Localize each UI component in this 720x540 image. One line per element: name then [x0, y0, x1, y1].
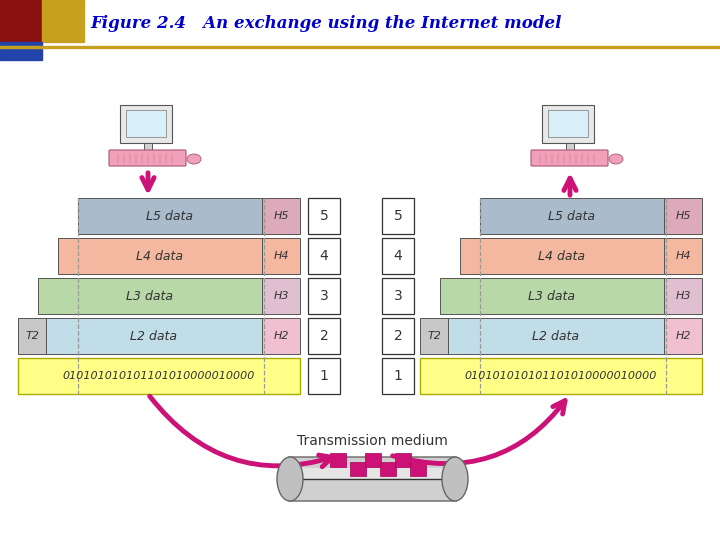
Ellipse shape	[609, 154, 623, 164]
Bar	[382, 358, 414, 394]
Text: L2 data: L2 data	[533, 329, 580, 342]
FancyBboxPatch shape	[287, 457, 458, 501]
Text: H3: H3	[274, 291, 289, 301]
Bar	[410, 462, 426, 476]
Bar	[262, 198, 300, 234]
Text: H4: H4	[675, 251, 690, 261]
Text: Transmission medium: Transmission medium	[297, 434, 448, 448]
Bar	[440, 278, 664, 314]
Text: L4 data: L4 data	[539, 249, 585, 262]
Bar	[664, 318, 702, 354]
Text: 1: 1	[394, 369, 402, 383]
Text: L3 data: L3 data	[528, 289, 575, 302]
Text: 010101010101101010000010000: 010101010101101010000010000	[465, 371, 657, 381]
Bar	[382, 238, 414, 274]
Bar	[664, 238, 702, 274]
Text: Figure 2.4   An exchange using the Internet model: Figure 2.4 An exchange using the Interne…	[90, 16, 562, 32]
Text: 010101010101101010000010000: 010101010101101010000010000	[63, 371, 255, 381]
Bar	[126, 110, 166, 137]
Bar	[395, 453, 411, 467]
Bar	[262, 238, 300, 274]
Text: 2: 2	[394, 329, 402, 343]
Text: 3: 3	[394, 289, 402, 303]
Bar	[0, 42, 42, 60]
Bar	[460, 238, 664, 274]
Text: L2 data: L2 data	[130, 329, 178, 342]
Bar	[290, 468, 455, 479]
Bar	[542, 105, 594, 143]
FancyBboxPatch shape	[109, 150, 186, 166]
Text: H5: H5	[675, 211, 690, 221]
Bar	[0, 46, 720, 48]
Text: 2: 2	[320, 329, 328, 343]
Bar	[308, 278, 340, 314]
Text: H5: H5	[274, 211, 289, 221]
Bar	[365, 453, 381, 467]
Text: T2: T2	[427, 331, 441, 341]
Text: 3: 3	[320, 289, 328, 303]
Bar	[38, 278, 262, 314]
Bar	[350, 462, 366, 476]
Bar	[664, 198, 702, 234]
Bar	[42, 0, 84, 42]
Bar	[382, 198, 414, 234]
Bar	[46, 318, 262, 354]
Bar	[308, 238, 340, 274]
Bar	[78, 198, 262, 234]
Text: 4: 4	[394, 249, 402, 263]
Ellipse shape	[187, 154, 201, 164]
Bar	[330, 453, 346, 467]
Text: 4: 4	[320, 249, 328, 263]
Text: L3 data: L3 data	[127, 289, 174, 302]
Bar	[18, 358, 300, 394]
Bar	[308, 358, 340, 394]
Text: H2: H2	[675, 331, 690, 341]
Bar	[262, 318, 300, 354]
Bar	[308, 198, 340, 234]
Text: T2: T2	[25, 331, 39, 341]
Text: 5: 5	[320, 209, 328, 223]
Bar	[58, 238, 262, 274]
Bar	[480, 198, 664, 234]
Bar	[382, 318, 414, 354]
Bar	[420, 318, 448, 354]
Text: H4: H4	[274, 251, 289, 261]
Bar	[548, 110, 588, 137]
Bar	[420, 358, 702, 394]
FancyBboxPatch shape	[531, 150, 608, 166]
Text: H2: H2	[274, 331, 289, 341]
Bar	[382, 278, 414, 314]
Text: L5 data: L5 data	[146, 210, 194, 222]
Bar	[448, 318, 664, 354]
Bar	[18, 318, 46, 354]
Bar	[144, 143, 152, 151]
Text: H3: H3	[675, 291, 690, 301]
Text: L4 data: L4 data	[137, 249, 184, 262]
Text: 1: 1	[320, 369, 328, 383]
Bar	[308, 318, 340, 354]
Ellipse shape	[277, 457, 303, 501]
Bar	[0, 0, 42, 42]
Bar	[664, 278, 702, 314]
Bar	[380, 462, 396, 476]
Ellipse shape	[442, 457, 468, 501]
Bar	[262, 278, 300, 314]
Text: 5: 5	[394, 209, 402, 223]
Bar	[566, 143, 574, 151]
Text: L5 data: L5 data	[549, 210, 595, 222]
Bar	[120, 105, 172, 143]
